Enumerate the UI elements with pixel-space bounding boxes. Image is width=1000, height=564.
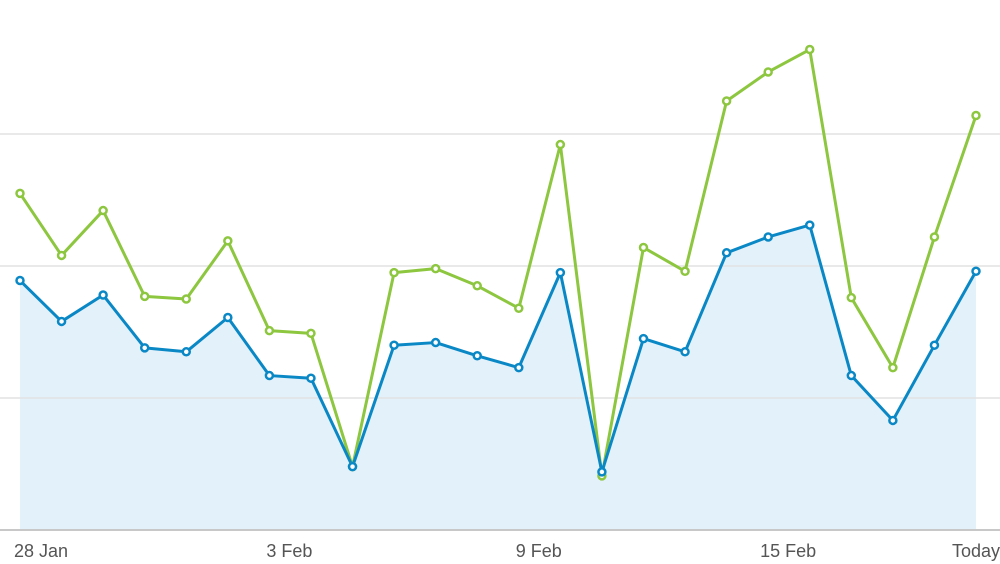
point [514,303,524,313]
point [804,44,815,55]
point [680,347,690,357]
point [264,325,275,336]
point [306,328,316,339]
point [472,351,482,361]
point [223,236,233,246]
point [555,267,566,278]
point [846,292,857,303]
x-tick-label: 28 Jan [14,541,68,561]
point [514,362,524,373]
line [18,48,978,478]
point [929,232,940,242]
point [264,370,275,381]
point [971,266,981,277]
point [763,232,773,242]
point [597,467,607,477]
point [15,188,25,199]
point [98,205,108,216]
point [347,461,358,472]
point [472,281,482,291]
point [721,248,732,258]
point [888,362,898,373]
x-tick-label: 9 Feb [516,541,562,561]
point [139,291,150,302]
point [430,263,441,274]
point [98,290,108,300]
point [181,294,192,304]
point [139,343,150,353]
x-tick-label: 15 Feb [760,541,816,561]
point [15,275,25,286]
x-tick-label: Today [952,541,1000,561]
point [721,96,732,106]
area [20,225,976,530]
point [430,337,441,348]
point [56,250,67,261]
point [389,267,399,278]
point [389,340,399,350]
point [555,139,566,150]
point [638,333,649,344]
point [56,316,67,327]
point [846,370,857,381]
point [888,415,898,426]
point [763,67,773,77]
point [638,242,649,253]
point [804,220,815,230]
point [223,312,233,323]
point [971,110,981,121]
line [18,223,978,474]
point [680,266,690,277]
point [181,347,192,357]
point [929,340,940,350]
point [306,373,316,383]
x-tick-label: 3 Feb [266,541,312,561]
